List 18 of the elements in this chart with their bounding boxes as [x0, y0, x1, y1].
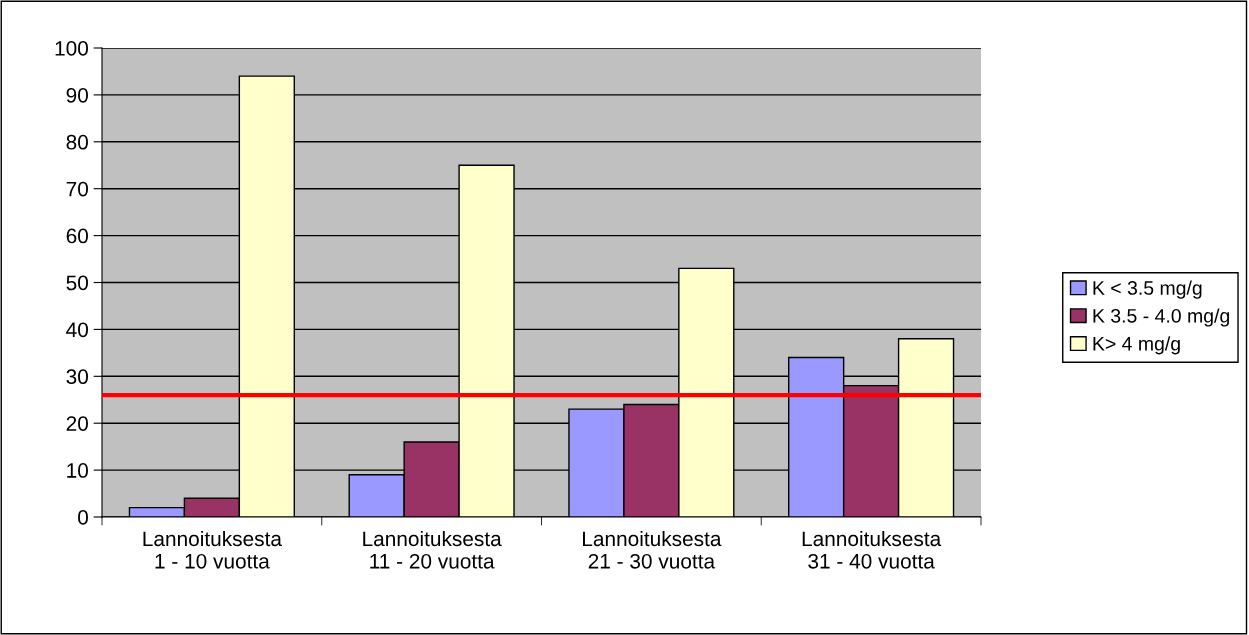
y-tick-label: 80: [66, 134, 88, 150]
y-tick-label: 70: [66, 181, 88, 197]
x-tick-label: Lannoituksesta 21 - 30 vuotta: [583, 530, 722, 569]
y-tick-label: 100: [55, 41, 88, 56]
y-tick-label: 0: [78, 510, 88, 525]
y-tick-label: 60: [66, 228, 88, 244]
x-tick-label: Lannoituksesta 1 - 10 vuotta: [143, 530, 282, 569]
y-tick-label: 90: [66, 87, 88, 103]
y-tick-label: 50: [66, 275, 88, 291]
y-tick-label: 40: [66, 322, 88, 338]
y-tick-label: 20: [66, 416, 88, 431]
legend-label: K 3.5 - 4.0 mg/g: [1093, 308, 1230, 327]
legend-label: K < 3.5 mg/g: [1093, 280, 1202, 299]
x-tick-label: Lannoituksesta 31 - 40 vuotta: [802, 530, 942, 569]
y-tick-label: 10: [67, 463, 88, 478]
x-tick-label: Lannoituksesta 11 - 20 vuotta: [363, 530, 502, 569]
y-tick-label: 30: [66, 369, 88, 385]
legend-label: K> 4 mg/g: [1093, 336, 1180, 355]
